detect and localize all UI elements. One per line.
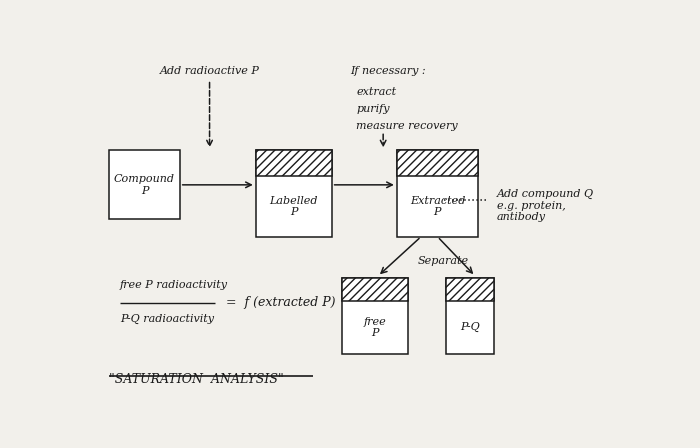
Text: Separate: Separate [417, 255, 468, 266]
Text: Add compound Q
e.g. protein,
antibody: Add compound Q e.g. protein, antibody [497, 189, 594, 222]
Bar [342, 278, 407, 301]
Bar [342, 278, 407, 354]
Bar [446, 278, 494, 301]
Text: free P radioactivity: free P radioactivity [120, 280, 228, 290]
Text: If necessary :: If necessary : [351, 66, 426, 76]
Bar [256, 151, 332, 176]
Bar [342, 278, 407, 301]
Text: Labelled
P: Labelled P [270, 196, 318, 217]
Bar [397, 151, 478, 176]
Text: Add radioactive P: Add radioactive P [160, 66, 260, 76]
Text: =  f (extracted P): = f (extracted P) [226, 296, 335, 309]
Text: P-Q: P-Q [460, 322, 480, 332]
Bar [446, 278, 494, 354]
Bar [397, 151, 478, 237]
Bar [109, 151, 180, 220]
Text: extract: extract [356, 86, 396, 96]
Text: measure recovery: measure recovery [356, 121, 458, 131]
Bar [256, 151, 332, 237]
Text: free
P: free P [364, 317, 386, 338]
Bar [446, 278, 494, 301]
Text: P-Q radioactivity: P-Q radioactivity [120, 314, 214, 324]
Text: Compound
P: Compound P [114, 174, 175, 196]
Text: Extracted
P: Extracted P [410, 196, 465, 217]
Text: purify: purify [356, 104, 389, 114]
Bar [256, 151, 332, 176]
Text: "SATURATION  ANALYSIS": "SATURATION ANALYSIS" [109, 373, 284, 386]
Bar [397, 151, 478, 176]
